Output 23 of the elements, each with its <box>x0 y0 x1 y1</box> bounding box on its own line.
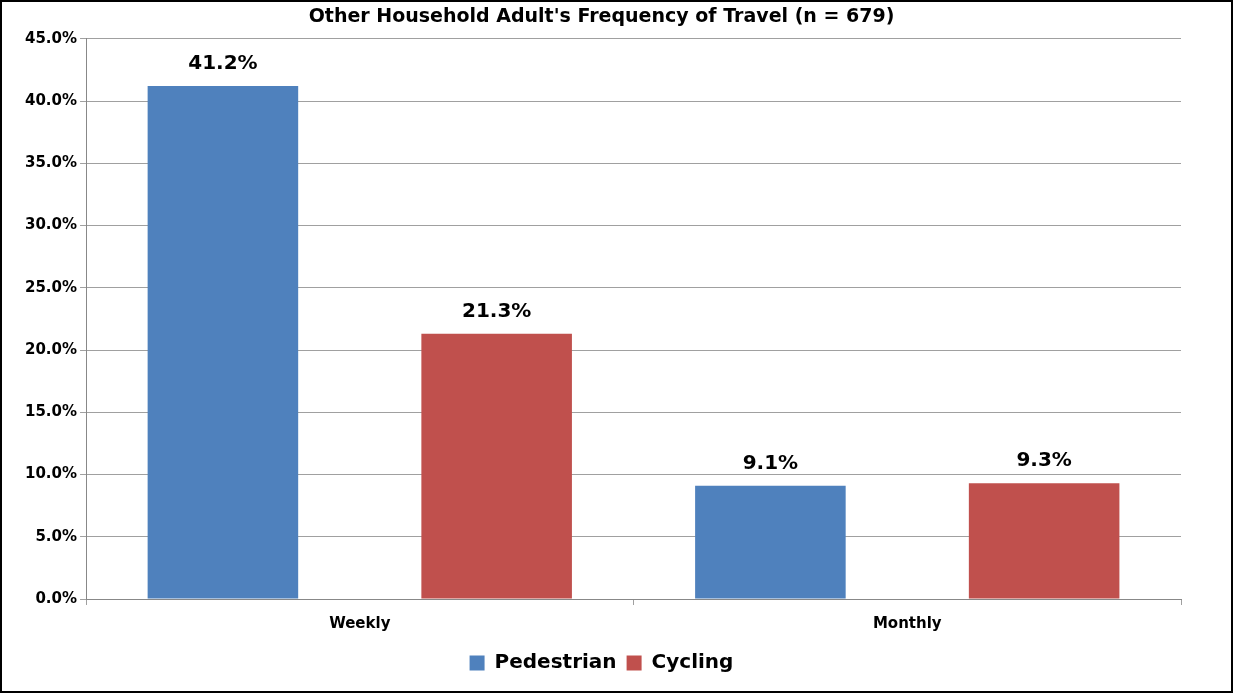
legend-label: Pedestrian <box>494 649 617 674</box>
legend-label: Cycling <box>651 649 734 674</box>
bar <box>695 485 846 599</box>
y-tick-label: 40.0% <box>24 90 78 109</box>
x-tick-label: Monthly <box>872 613 942 632</box>
y-tick-label: 20.0% <box>24 339 78 358</box>
bar <box>421 333 572 599</box>
data-label: 9.1% <box>742 449 799 474</box>
y-tick-label: 5.0% <box>35 526 78 545</box>
data-label: 41.2% <box>188 50 258 75</box>
bar <box>147 86 299 599</box>
chart-title: Other Household Adult's Frequency of Travel (n = 679) <box>308 4 895 27</box>
y-tick-label: 30.0% <box>24 215 78 234</box>
y-tick-label: 35.0% <box>24 153 78 172</box>
y-tick-label: 15.0% <box>24 402 78 421</box>
y-tick-label: 10.0% <box>24 464 78 483</box>
data-label: 21.3% <box>461 298 532 323</box>
y-tick-label: 25.0% <box>24 277 78 296</box>
data-label: 9.3% <box>1016 447 1072 472</box>
y-tick-label: 45.0% <box>24 28 78 47</box>
y-tick-label: 0.0% <box>35 588 78 607</box>
x-tick-label: Weekly <box>329 613 391 632</box>
bar <box>968 483 1120 599</box>
